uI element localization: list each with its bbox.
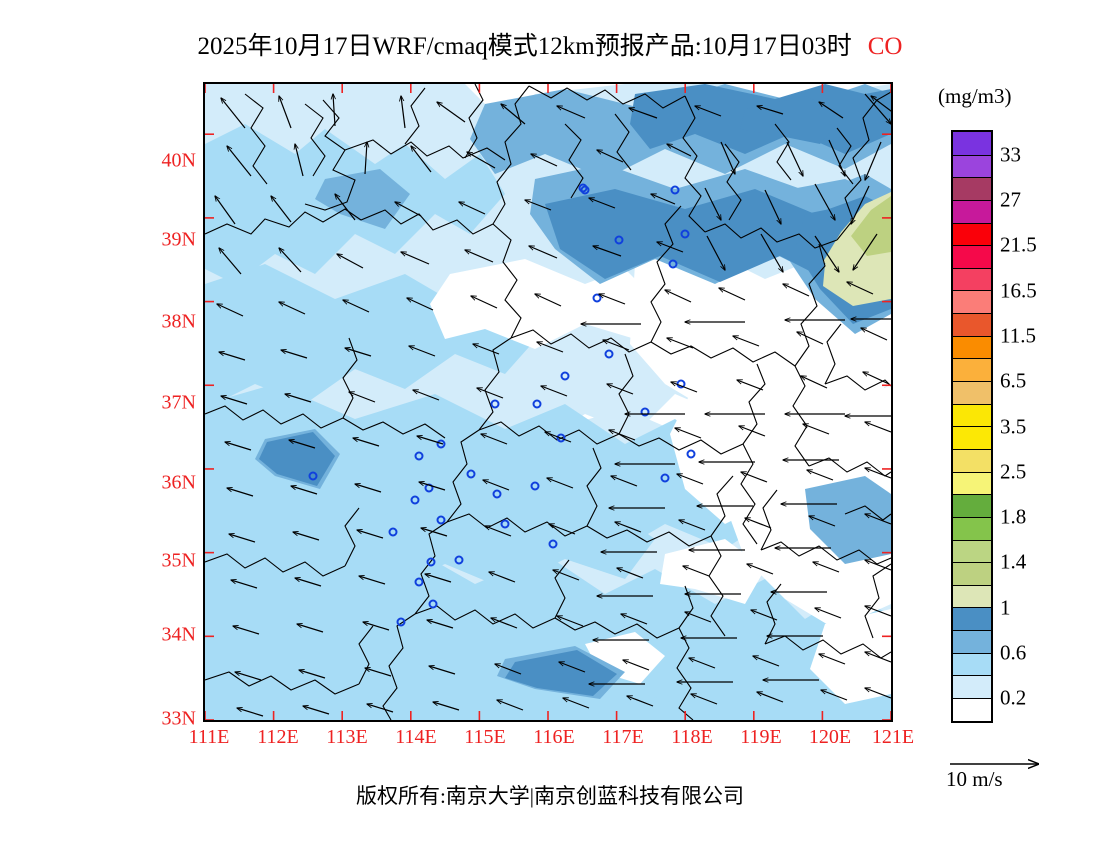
y-axis-tick-36n: 36N <box>161 471 196 494</box>
x-axis-tick-121e: 121E <box>871 726 915 748</box>
colorbar-band-22 <box>953 630 991 653</box>
x-axis-tick-112e: 112E <box>257 726 299 748</box>
administrative-boundaries <box>205 84 891 720</box>
colorbar-tick-33: 33 <box>1000 142 1021 167</box>
colorbar-tick-0.6: 0.6 <box>1000 640 1027 665</box>
colorbar-tick-2.5: 2.5 <box>1000 459 1027 484</box>
x-axis-tick-111e: 111E <box>188 726 230 748</box>
x-axis-tick-118e: 118E <box>671 726 713 748</box>
colorbar-tick-27: 27 <box>1000 187 1021 212</box>
y-axis-tick-40n: 40N <box>161 149 196 172</box>
colorbar-band-20 <box>953 584 991 608</box>
copyright-footer: 版权所有:南京大学|南京创蓝科技有限公司 <box>355 784 745 808</box>
colorbar[interactable] <box>951 130 993 723</box>
colorbar-band-24 <box>953 675 991 699</box>
colorbar-tick-0.2: 0.2 <box>1000 685 1027 710</box>
x-axis-tick-115e: 115E <box>464 726 506 748</box>
colorbar-band-21 <box>953 607 991 631</box>
wind-scale-label: 10 m/s <box>946 767 1003 791</box>
x-axis-tick-119e: 119E <box>740 726 782 748</box>
colorbar-units-label: (mg/m3) <box>938 84 1012 108</box>
colorbar-band-10 <box>953 358 991 382</box>
colorbar-band-11 <box>953 381 991 404</box>
y-axis-tick-35n: 35N <box>161 549 196 572</box>
page-title: 2025年10月17日WRF/cmaq模式12km预报产品:10月17日03时 C… <box>0 26 1100 60</box>
title-main-text: 2025年10月17日WRF/cmaq模式12km预报产品:10月17日03时 <box>197 33 852 60</box>
colorbar-band-7 <box>953 290 991 314</box>
colorbar-tick-1.4: 1.4 <box>1000 549 1027 574</box>
colorbar-band-3 <box>953 199 991 223</box>
x-axis-tick-117e: 117E <box>602 726 644 748</box>
title-species-label: CO <box>867 33 903 60</box>
colorbar-band-15 <box>953 471 991 495</box>
colorbar-band-16 <box>953 494 991 517</box>
concentration-field <box>205 84 891 720</box>
colorbar-band-18 <box>953 539 991 563</box>
colorbar-tick-3.5: 3.5 <box>1000 414 1027 438</box>
wind-vector-field <box>215 94 891 717</box>
y-axis-tick-38n: 38N <box>161 310 196 333</box>
colorbar-band-17 <box>953 516 991 540</box>
colorbar-tick-1.8: 1.8 <box>1000 504 1027 529</box>
colorbar-band-9 <box>953 335 991 359</box>
wind-scale-arrow-icon <box>950 748 1086 796</box>
colorbar-band-6 <box>953 267 991 291</box>
map-plot-area[interactable] <box>203 82 893 722</box>
colorbar-band-25 <box>953 698 991 721</box>
colorbar-band-5 <box>953 245 991 268</box>
colorbar-band-13 <box>953 426 991 449</box>
y-axis-tick-33n: 33N <box>161 707 196 730</box>
colorbar-band-4 <box>953 222 991 246</box>
x-axis-tick-116e: 116E <box>533 726 575 748</box>
axis-ticks <box>205 84 891 720</box>
colorbar-band-2 <box>953 177 991 200</box>
colorbar-tick-16.5: 16.5 <box>1000 278 1037 303</box>
colorbar-tick-11.5: 11.5 <box>1000 323 1036 348</box>
colorbar-tick-21.5: 21.5 <box>1000 232 1037 257</box>
y-axis-tick-39n: 39N <box>161 228 196 251</box>
colorbar-band-19 <box>953 562 991 585</box>
colorbar-band-12 <box>953 403 991 427</box>
x-axis-tick-114e: 114E <box>395 726 437 748</box>
city-markers <box>308 183 696 627</box>
x-axis-tick-120e: 120E <box>808 726 852 748</box>
map-canvas <box>205 84 891 720</box>
colorbar-tick-1: 1 <box>1000 595 1011 620</box>
colorbar-band-8 <box>953 313 991 336</box>
colorbar-band-14 <box>953 448 991 472</box>
x-axis-tick-113e: 113E <box>326 726 368 748</box>
colorbar-band-0 <box>953 132 991 155</box>
colorbar-band-1 <box>953 154 991 178</box>
y-axis-tick-37n: 37N <box>161 391 196 414</box>
y-axis-tick-34n: 34N <box>161 623 196 646</box>
colorbar-tick-6.5: 6.5 <box>1000 368 1027 393</box>
colorbar-band-23 <box>953 652 991 676</box>
